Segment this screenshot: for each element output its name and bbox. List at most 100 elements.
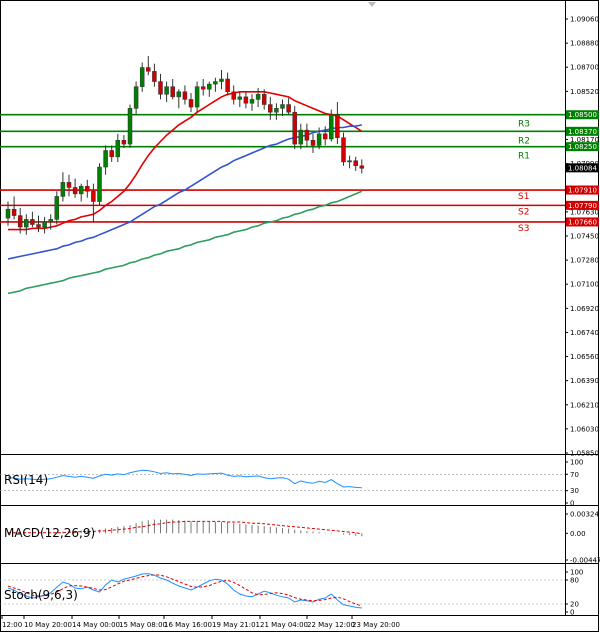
candle-bear (72, 187, 78, 195)
level-tag-s2 (566, 200, 599, 210)
price-tick-label: 1.07630 (570, 208, 599, 216)
time-tick-label: 15 May 08:00 (119, 621, 167, 629)
candle-bull (164, 86, 169, 95)
macd-signal-line (8, 520, 362, 535)
macd-signal (8, 520, 362, 535)
level-tag-label-r1: 1.08250 (568, 143, 597, 151)
candle-bull (255, 94, 261, 100)
candle-bull (97, 166, 102, 202)
time-tick-label: 14 May 00:00 (72, 621, 120, 629)
price-tick-label: 1.08520 (570, 88, 599, 96)
price-tick-label: 1.07100 (570, 281, 599, 289)
level-tag-label-r3: 1.08500 (568, 111, 597, 119)
time-tick-label: 22 May 12:00 (307, 621, 355, 629)
level-name-r2: R2 (518, 136, 530, 146)
price-tick-label: 1.06920 (570, 305, 599, 313)
candle-bear (268, 104, 273, 113)
candle-bull (127, 108, 133, 145)
candle-bull (42, 221, 47, 228)
candle-bull (78, 185, 84, 195)
candle-bull (329, 114, 334, 140)
level-name-s2: S2 (518, 207, 529, 217)
candle-bear (243, 96, 249, 104)
rsi-tick-label: 0 (570, 500, 574, 508)
candlesticks (5, 56, 365, 235)
price-tick-label: 1.07450 (570, 233, 599, 241)
candle-bear (322, 133, 328, 140)
candle-bear (231, 91, 236, 100)
support-resistance-levels: R3 1.08500 R2 1.08370 R1 1.08250 S1 1.07910 S2 1.… (0, 110, 599, 234)
price-tick-label: 1.06560 (570, 353, 599, 361)
level-name-r1: R1 (518, 152, 530, 162)
price-tick-label: 1.06210 (570, 401, 599, 409)
candle-bear (225, 78, 230, 93)
price-tick-label: 1.09060 (570, 16, 599, 24)
candle-bear (310, 140, 316, 146)
ma-line-slow (7, 190, 363, 295)
candle-bull (298, 129, 304, 145)
candle-bear (182, 91, 188, 100)
candle-bull (194, 86, 200, 108)
candle-bear (341, 137, 346, 163)
stoch-d-line (7, 574, 362, 607)
candle-bull (48, 219, 53, 223)
candle-bear (152, 71, 157, 82)
price-tick-label: 1.07280 (570, 257, 599, 265)
price-tick-label: 1.08700 (570, 64, 599, 72)
time-tick-label: 23 May 20:00 (352, 621, 400, 629)
candle-bull (280, 104, 285, 109)
candle-bull (213, 81, 218, 85)
candle-bear (91, 191, 96, 202)
candle-bull (249, 99, 255, 104)
candle-bear (292, 111, 297, 145)
candle-bull (54, 196, 60, 220)
candle-bear (85, 185, 90, 192)
level-tag-label-s1: 1.07910 (568, 187, 597, 195)
time-tick-label: 19 May 21:01 (212, 621, 260, 629)
candle-bull (24, 219, 29, 228)
level-name-s1: S1 (518, 192, 529, 202)
macd-title: MACD(12,26,9) (4, 526, 95, 540)
level-name-s3: S3 (518, 224, 529, 234)
price-tick-label: 1.06740 (570, 329, 599, 337)
rsi-tick-label: 70 (570, 471, 579, 479)
time-tick-label: 21 May 04:00 (260, 621, 308, 629)
rsi-line (7, 469, 362, 489)
candle-bear (188, 99, 194, 108)
level-tag-label-s3: 1.07660 (568, 218, 597, 226)
stoch-series (0, 573, 565, 609)
candle-bull (219, 78, 224, 82)
rsi-tick-label: 30 (570, 487, 579, 495)
candle-bear (353, 160, 358, 167)
candle-bull (60, 182, 66, 197)
candle-bear (36, 224, 41, 228)
rsi-series (0, 469, 565, 492)
candle-bear (158, 81, 163, 95)
candle-bull (176, 91, 182, 98)
price-tick-label: 1.05850 (570, 450, 599, 458)
candle-bear (146, 67, 151, 72)
stoch-k-line (7, 573, 362, 609)
candle-bear (11, 208, 17, 216)
level-tag-r2 (566, 126, 599, 136)
stoch-title: Stoch(9,6,3) (4, 588, 78, 602)
level-tag-label-r2: 1.08370 (568, 128, 597, 136)
candle-bull (237, 96, 243, 100)
level-tag-r1 (566, 142, 599, 152)
candle-bear (30, 219, 35, 225)
candle-bull (103, 150, 108, 168)
current-price-tag (566, 163, 599, 173)
candle-bear (17, 215, 23, 228)
candle-bear (170, 86, 175, 98)
candle-bull (274, 108, 279, 113)
candle-bull (133, 86, 139, 109)
rsi-pane: 100 70 30 0 RSI(14) (0, 459, 583, 508)
candle-bull (115, 140, 121, 158)
candle-bull (5, 208, 11, 219)
level-tag-s3 (566, 217, 599, 227)
candle-bear (304, 129, 310, 141)
scroll-marker-icon (368, 2, 376, 7)
rsi-tick-label: 100 (570, 459, 583, 467)
current-price-label: 1.08084 (568, 164, 597, 172)
